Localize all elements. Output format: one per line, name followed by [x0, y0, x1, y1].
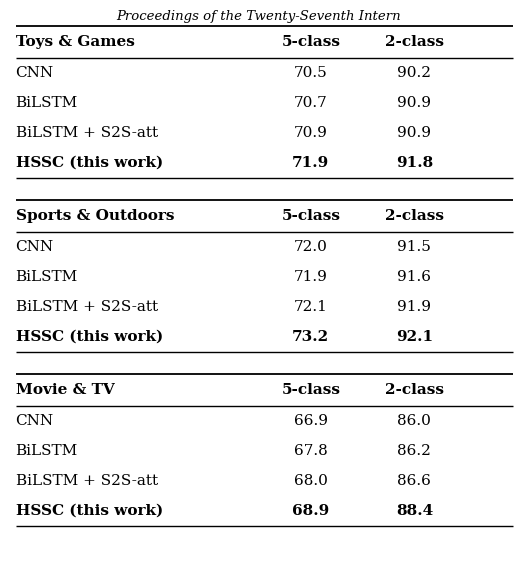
Text: 91.6: 91.6 — [397, 270, 431, 284]
Text: 86.6: 86.6 — [397, 474, 431, 488]
Text: 5-class: 5-class — [281, 35, 340, 49]
Text: 70.5: 70.5 — [294, 66, 328, 80]
Text: HSSC (this work): HSSC (this work) — [16, 504, 163, 518]
Text: BiLSTM: BiLSTM — [16, 444, 78, 458]
Text: 86.0: 86.0 — [397, 414, 431, 428]
Text: 86.2: 86.2 — [397, 444, 431, 458]
Text: 90.2: 90.2 — [397, 66, 431, 80]
Text: 68.9: 68.9 — [292, 504, 329, 518]
Text: HSSC (this work): HSSC (this work) — [16, 330, 163, 344]
Text: 90.9: 90.9 — [397, 96, 431, 110]
Text: 2-class: 2-class — [385, 35, 444, 49]
Text: 91.8: 91.8 — [396, 156, 433, 170]
Text: BiLSTM + S2S-att: BiLSTM + S2S-att — [16, 126, 157, 140]
Text: 92.1: 92.1 — [396, 330, 433, 344]
Text: 90.9: 90.9 — [397, 126, 431, 140]
Text: 70.9: 70.9 — [294, 126, 328, 140]
Text: BiLSTM: BiLSTM — [16, 96, 78, 110]
Text: Sports & Outdoors: Sports & Outdoors — [16, 209, 174, 223]
Text: BiLSTM: BiLSTM — [16, 270, 78, 284]
Text: BiLSTM + S2S-att: BiLSTM + S2S-att — [16, 300, 157, 314]
Text: 91.9: 91.9 — [397, 300, 431, 314]
Text: 71.9: 71.9 — [294, 270, 328, 284]
Text: CNN: CNN — [16, 66, 54, 80]
Text: 70.7: 70.7 — [294, 96, 328, 110]
Text: 68.0: 68.0 — [294, 474, 328, 488]
Text: 2-class: 2-class — [385, 209, 444, 223]
Text: BiLSTM + S2S-att: BiLSTM + S2S-att — [16, 474, 157, 488]
Text: Toys & Games: Toys & Games — [16, 35, 134, 49]
Text: 73.2: 73.2 — [292, 330, 329, 344]
Text: 72.0: 72.0 — [294, 240, 328, 254]
Text: 71.9: 71.9 — [292, 156, 329, 170]
Text: CNN: CNN — [16, 414, 54, 428]
Text: 67.8: 67.8 — [294, 444, 328, 458]
Text: 2-class: 2-class — [385, 383, 444, 397]
Text: 88.4: 88.4 — [396, 504, 433, 518]
Text: Movie & TV: Movie & TV — [16, 383, 114, 397]
Text: 66.9: 66.9 — [294, 414, 328, 428]
Text: 72.1: 72.1 — [294, 300, 328, 314]
Text: Proceedings of the Twenty-Seventh Intern: Proceedings of the Twenty-Seventh Intern — [117, 10, 401, 23]
Text: HSSC (this work): HSSC (this work) — [16, 156, 163, 170]
Text: 5-class: 5-class — [281, 383, 340, 397]
Text: 5-class: 5-class — [281, 209, 340, 223]
Text: CNN: CNN — [16, 240, 54, 254]
Text: 91.5: 91.5 — [397, 240, 431, 254]
